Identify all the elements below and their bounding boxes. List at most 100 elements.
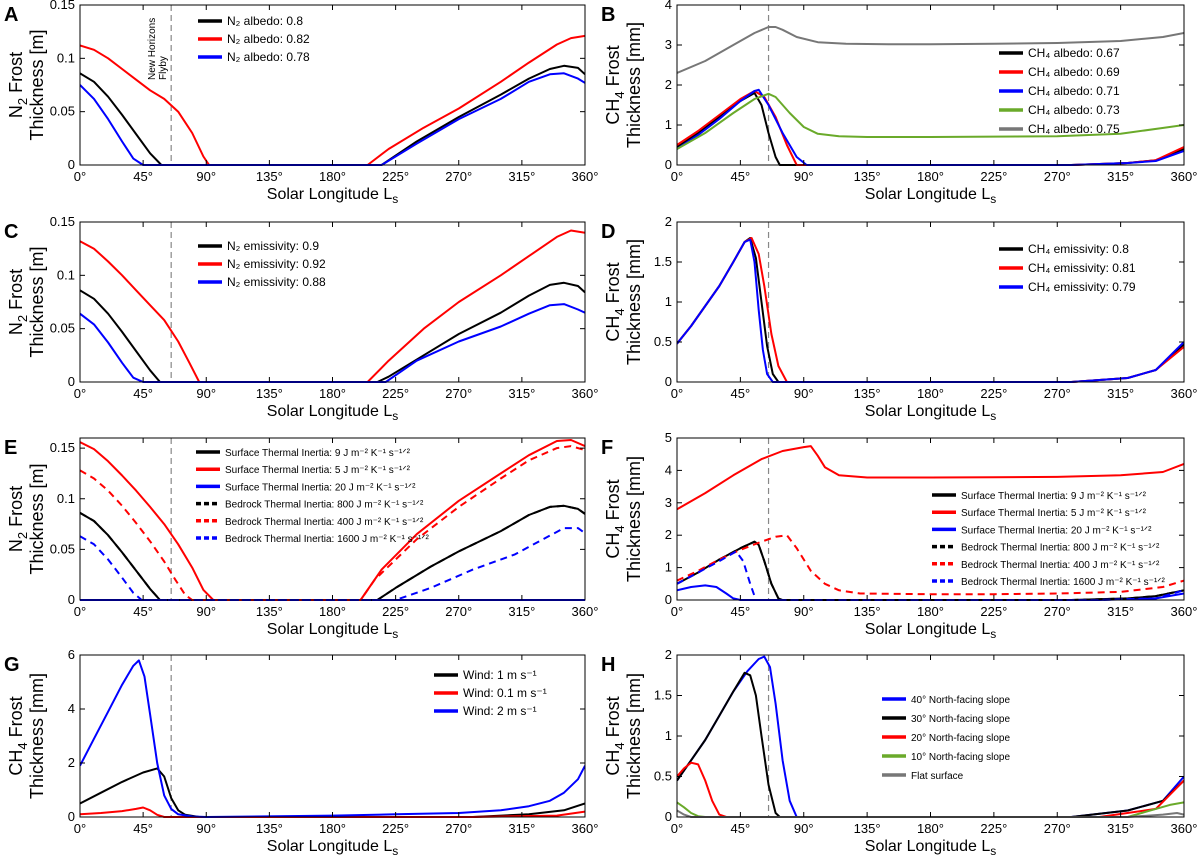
legend-label: N₂ albedo: 0.8: [227, 14, 303, 28]
x-tick-label: 0°: [671, 169, 683, 184]
y-axis-label-line1: N2 Frost: [6, 486, 30, 552]
y-axis-label-species: CH: [603, 533, 623, 559]
legend-label: N₂ emissivity: 0.88: [227, 275, 326, 289]
y-tick-label: 0: [68, 157, 75, 172]
x-tick-label: 270°: [445, 821, 472, 836]
y-axis-label-line2: Thickness [mm]: [27, 673, 47, 799]
y-axis-label-rest: Frost: [6, 486, 26, 532]
legend: Wind: 1 m s⁻¹ Wind: 0.1 m s⁻¹ Wind: 2 m s⁻…: [434, 668, 547, 718]
series-line-4: [677, 92, 1184, 150]
series-line-2: [677, 445, 1184, 511]
x-axis-label-sub: s: [392, 627, 398, 641]
panel-letter: A: [4, 4, 18, 26]
y-axis-label-rest: Frost: [603, 696, 623, 742]
x-tick-label: 90°: [196, 604, 216, 619]
x-axis-label: Solar Longitude Ls: [267, 621, 398, 641]
legend-label: 40° North-facing slope: [911, 695, 1010, 706]
x-tick-label: 315°: [1107, 386, 1134, 401]
legend-label: Surface Thermal Inertia: 5 J m⁻² K⁻¹ s⁻¹…: [961, 508, 1147, 519]
y-tick-label: 2: [665, 214, 672, 229]
x-tick-label: 360°: [1171, 604, 1198, 619]
panel-letter: G: [4, 654, 20, 676]
y-tick-label: 5: [665, 430, 672, 445]
x-tick-label: 180°: [319, 386, 346, 401]
y-axis-label-species: CH: [6, 750, 26, 776]
x-tick-label: 270°: [445, 386, 472, 401]
x-tick-label: 0°: [671, 604, 683, 619]
y-tick-label: 0.1: [57, 267, 75, 282]
x-tick-label: 45°: [133, 821, 153, 836]
legend-label: Wind: 0.1 m s⁻¹: [463, 686, 547, 700]
y-tick-label: 4: [665, 462, 672, 477]
x-axis-label-sub: s: [392, 192, 398, 206]
y-axis-label-sub: 2: [15, 532, 30, 539]
x-axis-label: Solar Longitude Ls: [865, 186, 996, 206]
y-tick-label: 0: [68, 374, 75, 389]
y-axis-label-rest: Frost: [6, 696, 26, 742]
x-axis-label: Solar Longitude Ls: [865, 838, 996, 858]
legend-label: Wind: 1 m s⁻¹: [463, 668, 537, 682]
x-tick-label: 90°: [794, 821, 814, 836]
y-axis-label-species: N: [6, 105, 26, 118]
legend-label: Bedrock Thermal Inertia: 400 J m⁻² K⁻¹ s…: [961, 560, 1160, 571]
y-axis-label-species: N: [6, 322, 26, 335]
y-axis-label-line1: N2 Frost: [6, 52, 30, 118]
series-line-3: [677, 761, 1184, 818]
x-tick-label: 225°: [980, 821, 1007, 836]
x-axis-label-main: Solar Longitude L: [865, 186, 991, 203]
panel-letter: F: [601, 437, 613, 459]
y-tick-label: 0: [665, 809, 672, 824]
legend-label: CH₄ albedo: 0.73: [1028, 103, 1120, 117]
y-tick-label: 4: [68, 701, 75, 716]
x-tick-label: 270°: [1044, 169, 1071, 184]
x-axis-label-sub: s: [392, 409, 398, 423]
y-axis-label: N2 FrostThickness [m]: [6, 463, 47, 574]
x-tick-label: 270°: [445, 604, 472, 619]
y-tick-label: 0: [68, 592, 75, 607]
panel-letter: H: [601, 654, 615, 676]
y-axis-label: CH4 FrostThickness [mm]: [603, 239, 644, 365]
legend-label: N₂ emissivity: 0.9: [227, 239, 319, 253]
x-tick-label: 135°: [256, 821, 283, 836]
x-axis-label-main: Solar Longitude L: [865, 621, 991, 638]
legend-label: Surface Thermal Inertia: 5 J m⁻² K⁻¹ s⁻¹…: [225, 465, 411, 476]
legend: N₂ albedo: 0.8 N₂ albedo: 0.82 N₂ albedo: …: [198, 14, 310, 64]
y-tick-label: 3: [665, 495, 672, 510]
legend-label: CH₄ emissivity: 0.81: [1028, 261, 1136, 275]
x-tick-label: 0°: [74, 386, 86, 401]
y-axis-label-sub: 2: [15, 315, 30, 322]
legend-label: CH₄ albedo: 0.75: [1028, 122, 1120, 136]
series-line-3: [80, 659, 585, 818]
y-axis-label-sub: 4: [612, 91, 627, 98]
legend-label: Wind: 2 m s⁻¹: [463, 704, 537, 718]
x-tick-label: 180°: [917, 604, 944, 619]
x-axis-label-sub: s: [990, 409, 996, 423]
y-axis-label-line1: N2 Frost: [6, 269, 30, 335]
series-line-1: [80, 281, 585, 383]
y-axis-label-line1: CH4 Frost: [603, 45, 627, 124]
x-tick-label: 135°: [854, 169, 881, 184]
legend: Surface Thermal Inertia: 9 J m⁻² K⁻¹ s⁻¹…: [196, 448, 430, 545]
x-tick-label: 270°: [1044, 821, 1071, 836]
y-tick-label: 0.1: [57, 50, 75, 65]
y-axis-label-line1: CH4 Frost: [6, 696, 30, 775]
legend: 40° North-facing slope 30° North-facing s…: [882, 695, 1010, 782]
x-tick-label: 360°: [572, 386, 599, 401]
y-tick-label: 0: [665, 374, 672, 389]
y-tick-label: 0.05: [50, 321, 75, 336]
x-tick-label: 225°: [980, 604, 1007, 619]
x-tick-label: 315°: [508, 604, 535, 619]
series-line-1: [80, 767, 585, 818]
y-axis-label: N2 FrostThickness [m]: [6, 246, 47, 357]
x-tick-label: 90°: [794, 169, 814, 184]
panel-b: B 0° 45° 90° 135° 180° 225° 270° 315° 360° 0 1 2 3 4 So…: [601, 0, 1197, 206]
panel-g: G 0° 45° 90° 135° 180° 225° 270° 315° 360° 0 2 4 6 Sol…: [4, 647, 598, 858]
legend: CH₄ albedo: 0.67 CH₄ albedo: 0.69 CH₄ albe…: [999, 46, 1120, 136]
x-tick-label: 90°: [794, 604, 814, 619]
legend-label: Surface Thermal Inertia: 20 J m⁻² K⁻¹ s⁻…: [225, 482, 416, 493]
legend-label: Bedrock Thermal Inertia: 800 J m⁻² K⁻¹ s…: [961, 543, 1160, 554]
x-tick-label: 315°: [508, 169, 535, 184]
y-tick-label: 1: [665, 728, 672, 743]
x-tick-label: 315°: [1107, 604, 1134, 619]
